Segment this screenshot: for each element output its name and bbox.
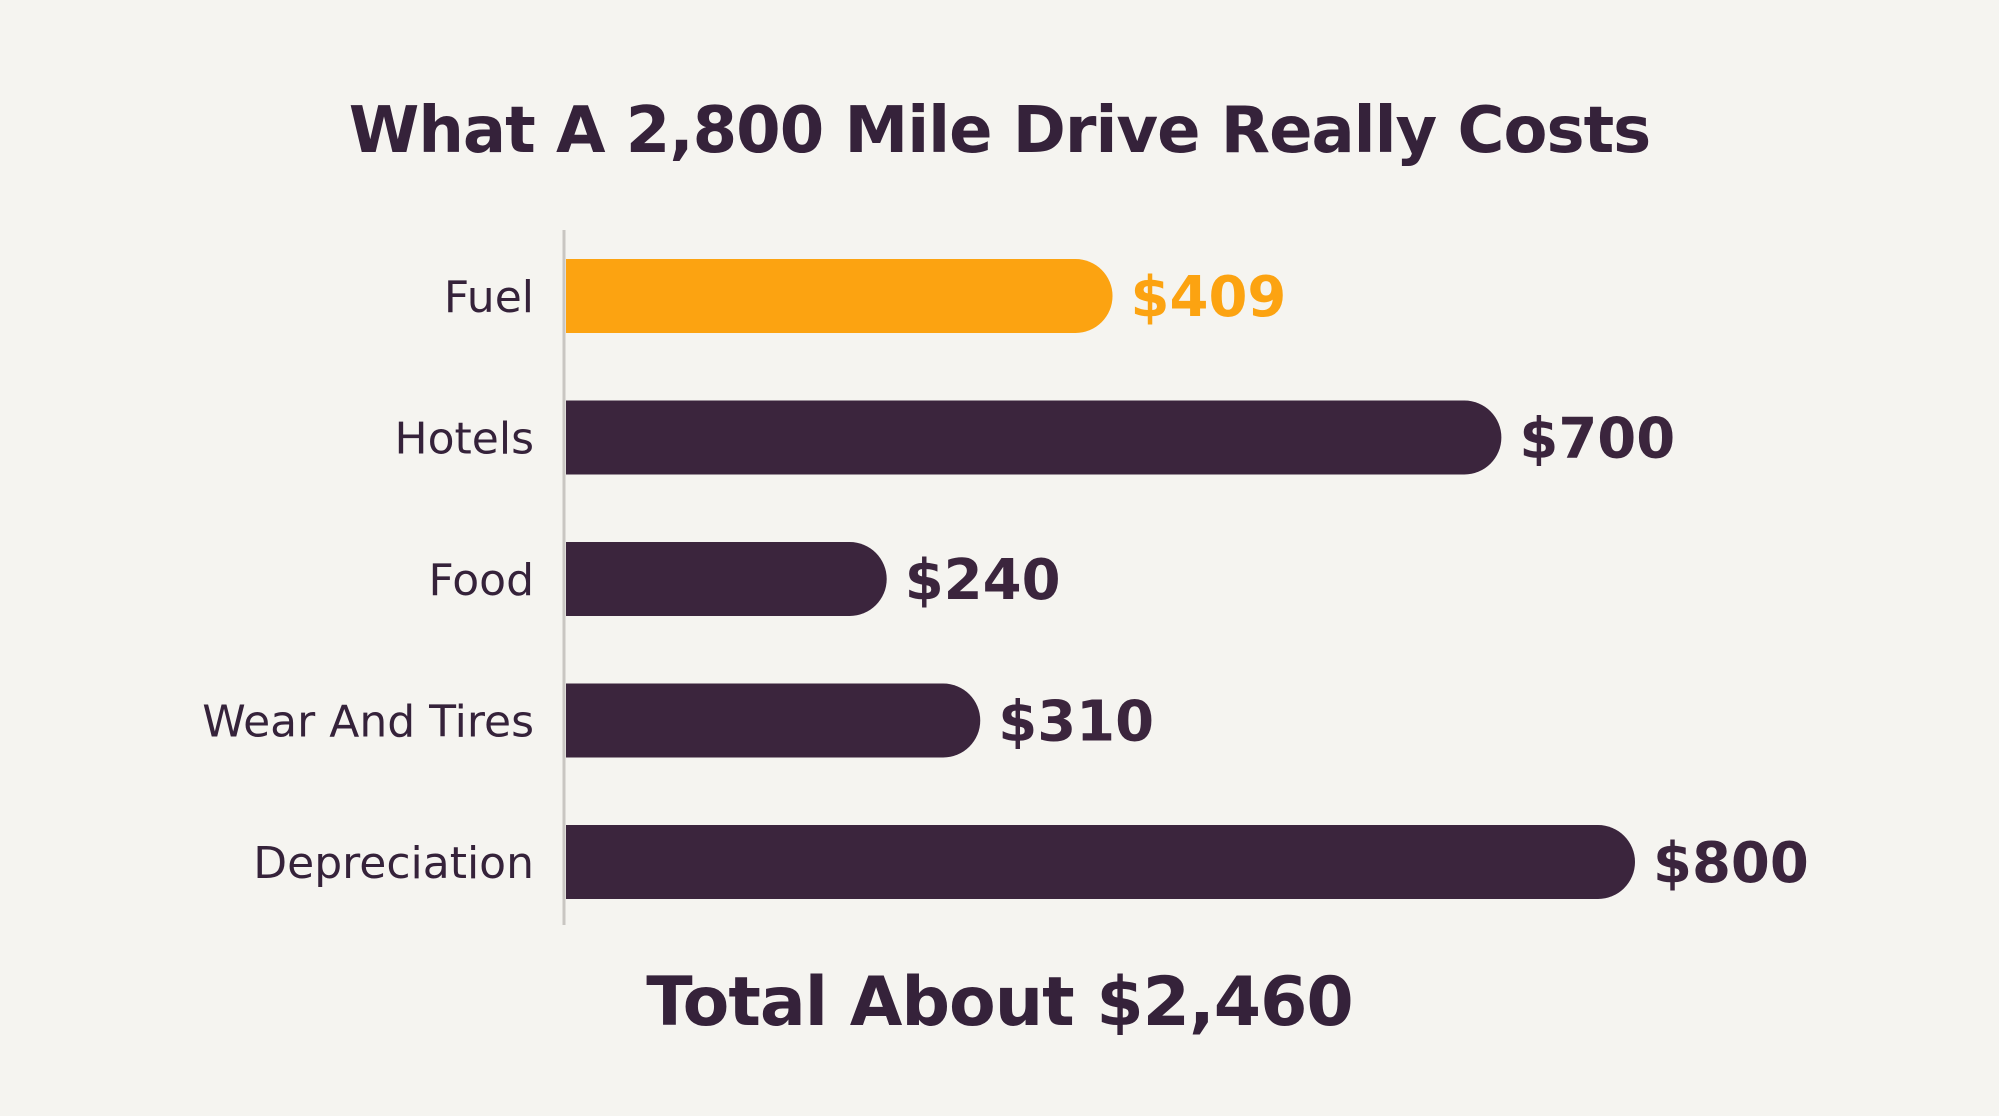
category-label: Wear And Tires <box>202 697 534 748</box>
bar-food <box>566 542 887 616</box>
value-label: $700 <box>1519 407 1675 472</box>
bar-depreciation <box>566 825 1635 899</box>
value-label: $800 <box>1653 831 1809 896</box>
bars-group: Fuel $409 Hotels $700 Food $240 Wear And Tires… <box>202 259 1809 899</box>
category-label: Hotels <box>395 414 534 465</box>
category-label: Fuel <box>444 272 534 323</box>
value-label: $409 <box>1131 265 1287 330</box>
total-annotation: Total About $2,460 <box>646 963 1353 1042</box>
bar-hotels <box>566 400 1502 475</box>
category-label: Depreciation <box>253 838 534 889</box>
bar-fuel <box>566 259 1113 333</box>
value-label: $240 <box>905 548 1061 613</box>
chart-title: What A 2,800 Mile Drive Really Costs <box>348 94 1652 168</box>
value-label: $310 <box>998 690 1154 755</box>
category-label: Food <box>428 555 534 606</box>
bar-wear-and-tires <box>566 683 981 758</box>
